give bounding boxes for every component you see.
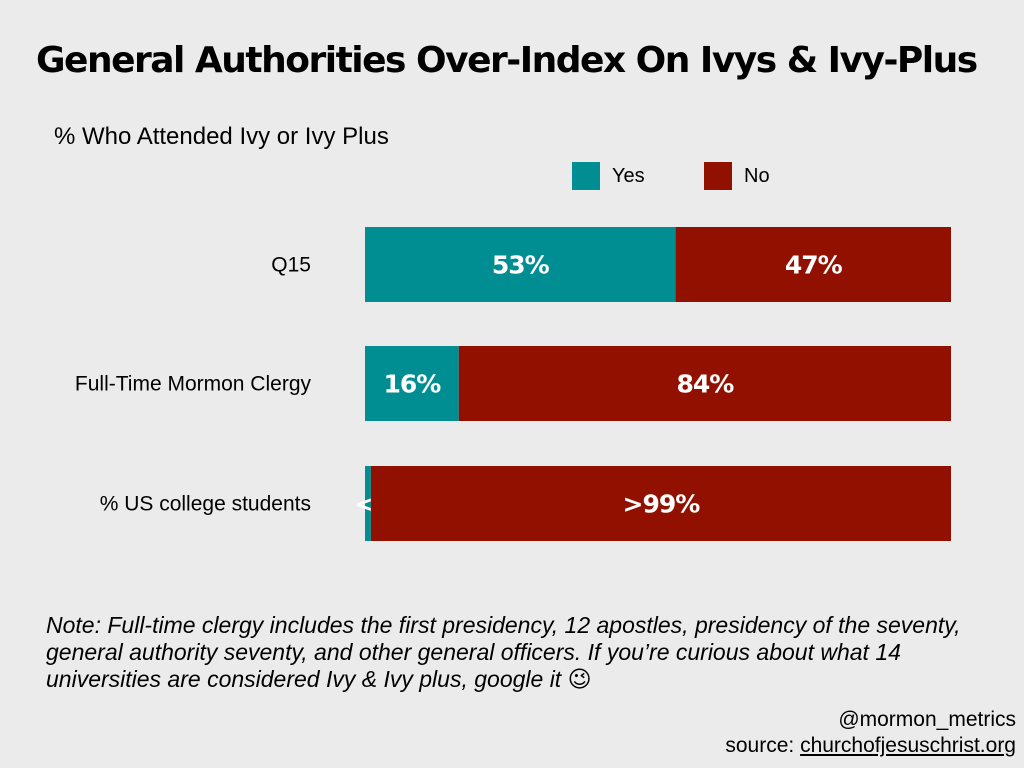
chart-subtitle: % Who Attended Ivy or Ivy Plus	[54, 123, 389, 150]
chart-title: General Authorities Over-Index On Ivys &…	[36, 40, 978, 81]
legend-label-yes: Yes	[612, 164, 645, 187]
category-label-full-time-mormon-clergy: Full-Time Mormon Clergy	[75, 373, 312, 396]
category-label-us-college-students: % US college students	[100, 493, 311, 516]
legend-label-no: No	[744, 164, 770, 187]
bar-yes-us-college-students	[365, 466, 371, 541]
legend-swatch-no	[704, 162, 732, 190]
bar-yes-q15	[365, 227, 676, 302]
data-label-yes-q15: 53%	[492, 251, 550, 280]
stacked-bar-chart: Q15 53% 47% Full-Time Mormon Clergy 16% 84% % …	[75, 227, 951, 541]
data-label-no-full-time-mormon-clergy: 84%	[676, 370, 734, 399]
bar-no-us-college-students	[370, 466, 951, 541]
bar-no-q15	[675, 227, 951, 302]
data-label-no-q15: 47%	[785, 251, 843, 280]
category-label-q15: Q15	[271, 254, 311, 277]
bar-no-full-time-mormon-clergy	[458, 346, 951, 421]
legend-swatch-yes	[572, 162, 600, 190]
data-label-no-us-college-students: >99%	[623, 490, 701, 519]
source-credit: source: churchofjesuschrist.org	[725, 734, 1016, 758]
source-prefix: source:	[725, 734, 801, 757]
footnote: Note: Full-time clergy includes the firs…	[46, 612, 961, 692]
author-handle: @mormon_metrics	[838, 708, 1016, 731]
source-link[interactable]: churchofjesuschrist.org	[800, 734, 1016, 757]
bar-yes-full-time-mormon-clergy	[365, 346, 459, 421]
data-label-yes-full-time-mormon-clergy: 16%	[383, 370, 441, 399]
legend-item-yes: Yes	[572, 162, 645, 190]
legend-item-no: No	[704, 162, 770, 190]
